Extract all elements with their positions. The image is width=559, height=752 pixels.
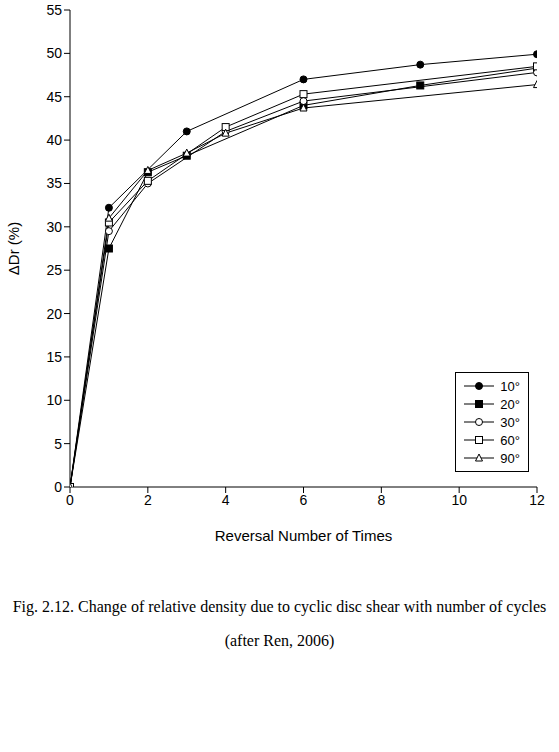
html-text:90°: 90° [500, 450, 520, 466]
svg-text:55: 55 [46, 2, 62, 18]
svg-text:4: 4 [222, 492, 230, 508]
svg-text:10: 10 [451, 492, 467, 508]
html-text:Fig. 2.12. Change of relative: Fig. 2.12. Change of relative density du… [12, 598, 547, 615]
svg-text:50: 50 [46, 45, 62, 61]
svg-text:30: 30 [46, 219, 62, 235]
html-text:(after Ren, 2006): (after Ren, 2006) [224, 632, 335, 649]
svg-text:5: 5 [54, 436, 62, 452]
svg-text:6: 6 [300, 492, 308, 508]
html-text:30°: 30° [500, 414, 520, 430]
svg-text:2: 2 [144, 492, 152, 508]
svg-text:40: 40 [46, 132, 62, 148]
svg-text:Reversal Number of Times: Reversal Number of Times [215, 527, 393, 544]
svg-text:ΔDr (%): ΔDr (%) [5, 222, 22, 275]
html-text:20°: 20° [500, 396, 520, 412]
html-text:10°: 10° [500, 378, 520, 394]
svg-text:25: 25 [46, 262, 62, 278]
html-text:60°: 60° [500, 432, 520, 448]
svg-text:15: 15 [46, 349, 62, 365]
svg-text:45: 45 [46, 89, 62, 105]
svg-text:0: 0 [54, 479, 62, 495]
svg-text:35: 35 [46, 175, 62, 191]
svg-text:12: 12 [529, 492, 545, 508]
svg-text:10: 10 [46, 392, 62, 408]
svg-text:20: 20 [46, 306, 62, 322]
svg-text:8: 8 [377, 492, 385, 508]
svg-text:0: 0 [66, 492, 74, 508]
